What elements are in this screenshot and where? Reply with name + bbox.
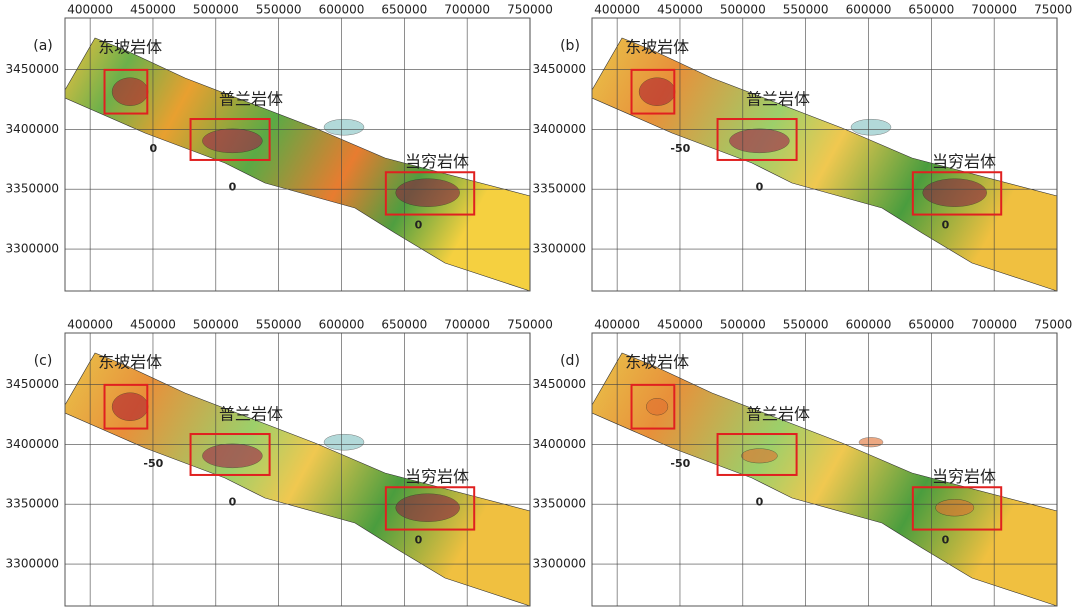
x-tick-label: 400000 xyxy=(67,318,113,332)
x-tick-label: 550000 xyxy=(783,318,829,332)
pluton-label: 普兰岩体 xyxy=(219,89,283,108)
contour-label: 0 xyxy=(942,533,950,546)
x-tick-label: 400000 xyxy=(594,318,640,332)
panel-label: (d) xyxy=(560,353,580,369)
y-tick-label: 3400000 xyxy=(6,437,59,451)
contour-label: 0 xyxy=(415,533,423,546)
contour-label: 0 xyxy=(415,218,423,231)
contour-label: -50 xyxy=(143,457,163,470)
contour-label: 0 xyxy=(756,180,764,193)
contour-label: -50 xyxy=(670,457,690,470)
x-tick-label: 650000 xyxy=(381,3,427,17)
y-tick-label: 3300000 xyxy=(533,242,586,256)
anomaly xyxy=(923,179,987,207)
anomaly xyxy=(851,119,891,135)
x-tick-label: 600000 xyxy=(846,318,892,332)
x-tick-label: 700000 xyxy=(971,318,1017,332)
x-tick-label: 550000 xyxy=(783,3,829,17)
x-tick-label: 750000 xyxy=(507,3,553,17)
anomaly xyxy=(729,129,789,153)
anomaly xyxy=(112,78,148,106)
pluton-label: 当穷岩体 xyxy=(932,152,996,171)
pluton-label: 东坡岩体 xyxy=(625,38,689,57)
x-tick-label: 700000 xyxy=(444,318,490,332)
x-tick-label: 500000 xyxy=(193,318,239,332)
anomaly xyxy=(396,179,460,207)
map-panel: 400000 450000 500000 550000 600000 650000 7000… xyxy=(6,318,553,607)
y-tick-label: 3400000 xyxy=(533,122,586,136)
y-tick-label: 3350000 xyxy=(533,182,586,196)
pluton-label: 当穷岩体 xyxy=(405,152,469,171)
anomaly xyxy=(324,119,364,135)
map-panel: 400000 450000 500000 550000 600000 650000 7000… xyxy=(533,318,1072,607)
pluton-label: 当穷岩体 xyxy=(932,467,996,486)
pluton-label: 东坡岩体 xyxy=(98,353,162,372)
contour-label: -50 xyxy=(670,142,690,155)
x-tick-label: 650000 xyxy=(908,318,954,332)
y-tick-label: 3450000 xyxy=(533,62,586,76)
y-tick-label: 3400000 xyxy=(6,122,59,136)
x-tick-label: 400000 xyxy=(67,3,113,17)
panel-label: (c) xyxy=(34,353,53,369)
anomaly xyxy=(202,444,262,468)
x-tick-label: 750000 xyxy=(1034,3,1072,17)
pluton-label: 东坡岩体 xyxy=(98,38,162,57)
pluton-label: 普兰岩体 xyxy=(746,89,810,108)
x-tick-label: 450000 xyxy=(130,3,176,17)
panel-label: (b) xyxy=(560,38,580,54)
y-tick-label: 3450000 xyxy=(6,377,59,391)
x-tick-label: 750000 xyxy=(507,318,553,332)
x-tick-label: 600000 xyxy=(319,3,365,17)
anomaly xyxy=(202,129,262,153)
pluton-label: 当穷岩体 xyxy=(405,467,469,486)
contour-label: 0 xyxy=(229,495,237,508)
anomaly xyxy=(859,437,883,447)
y-tick-label: 3450000 xyxy=(533,377,586,391)
x-tick-label: 450000 xyxy=(657,3,703,17)
anomaly xyxy=(741,449,777,463)
anomaly xyxy=(324,434,364,450)
x-tick-label: 500000 xyxy=(720,3,766,17)
anomaly xyxy=(646,398,668,415)
contour-label: 0 xyxy=(756,495,764,508)
panel-label: (a) xyxy=(33,38,53,54)
contour-label: 0 xyxy=(942,218,950,231)
x-tick-label: 600000 xyxy=(846,3,892,17)
x-tick-label: 500000 xyxy=(193,3,239,17)
anomaly xyxy=(396,494,460,522)
y-tick-label: 3300000 xyxy=(6,242,59,256)
x-tick-label: 650000 xyxy=(908,3,954,17)
x-tick-label: 550000 xyxy=(256,318,302,332)
map-panel: 400000 450000 500000 550000 600000 650000 7000… xyxy=(533,3,1072,292)
x-tick-label: 650000 xyxy=(381,318,427,332)
x-tick-label: 700000 xyxy=(971,3,1017,17)
anomaly xyxy=(112,393,148,421)
figure: 400000 450000 500000 550000 600000 650000 7000… xyxy=(0,0,1072,607)
map-panel: 400000 450000 500000 550000 600000 650000 7000… xyxy=(6,3,553,292)
anomaly xyxy=(639,78,675,106)
y-tick-label: 3350000 xyxy=(6,182,59,196)
y-tick-label: 3300000 xyxy=(533,557,586,571)
y-tick-label: 3450000 xyxy=(6,62,59,76)
anomaly xyxy=(936,499,974,516)
x-tick-label: 500000 xyxy=(720,318,766,332)
contour-label: 0 xyxy=(150,142,158,155)
y-tick-label: 3400000 xyxy=(533,437,586,451)
x-tick-label: 450000 xyxy=(130,318,176,332)
x-tick-label: 700000 xyxy=(444,3,490,17)
x-tick-label: 750000 xyxy=(1034,318,1072,332)
x-tick-label: 550000 xyxy=(256,3,302,17)
x-tick-label: 450000 xyxy=(657,318,703,332)
pluton-label: 普兰岩体 xyxy=(219,404,283,423)
contour-label: 0 xyxy=(229,180,237,193)
y-tick-label: 3350000 xyxy=(6,497,59,511)
y-tick-label: 3300000 xyxy=(6,557,59,571)
pluton-label: 普兰岩体 xyxy=(746,404,810,423)
x-tick-label: 400000 xyxy=(594,3,640,17)
y-tick-label: 3350000 xyxy=(533,497,586,511)
pluton-label: 东坡岩体 xyxy=(625,353,689,372)
x-tick-label: 600000 xyxy=(319,318,365,332)
